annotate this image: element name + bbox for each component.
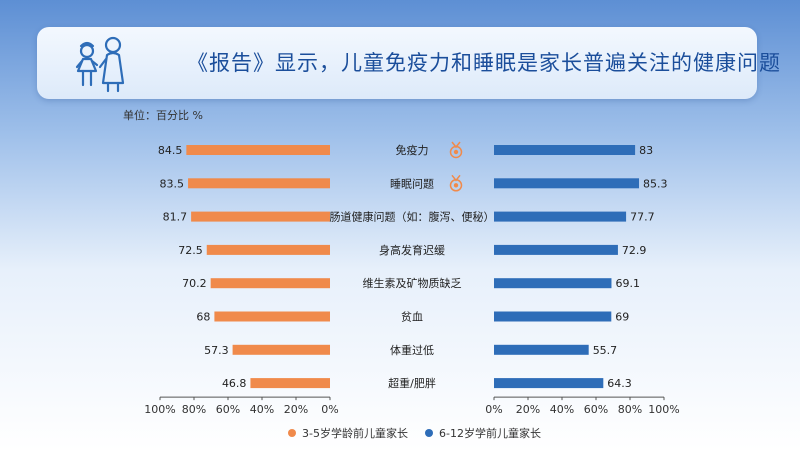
category-label: 超重/肥胖	[388, 376, 436, 390]
bar-right	[494, 145, 636, 155]
data-label-right: 77.7	[630, 211, 655, 224]
data-label-left: 68	[196, 311, 210, 324]
bar-left	[191, 211, 330, 222]
category-label: 肠道健康问题（如：腹泻、便秘）	[330, 210, 495, 224]
medal-icon	[449, 145, 463, 159]
data-label-left: 57.3	[204, 344, 229, 357]
data-label-right: 64.3	[607, 377, 632, 390]
bar-left	[186, 145, 330, 155]
bar-left	[232, 344, 330, 355]
bar-left	[210, 278, 330, 289]
data-label-right: 55.7	[593, 344, 618, 357]
medal-icon	[453, 183, 459, 188]
bar-right	[494, 378, 604, 389]
data-label-right: 83	[639, 144, 653, 157]
chart-legend: 3-5岁学龄前儿童家长 6-12岁学前儿童家长	[0, 425, 800, 443]
data-label-left: 46.8	[222, 377, 247, 390]
bar-left	[206, 244, 330, 255]
parent-child-icon	[75, 36, 125, 93]
data-label-left: 70.2	[182, 277, 207, 290]
left-axis-tick-label: 40%	[250, 403, 274, 416]
right-axis-tick-label: 100%	[648, 403, 679, 416]
right-axis-tick-label: 80%	[618, 403, 642, 416]
category-label: 维生素及矿物质缺乏	[363, 276, 462, 290]
category-label: 免疫力	[396, 143, 429, 157]
legend-swatch-left	[288, 429, 296, 437]
right-axis-tick-label: 60%	[584, 403, 608, 416]
title-banner: 《报告》显示，儿童免疫力和睡眠是家长普遍关注的健康问题	[37, 27, 781, 99]
data-label-left: 72.5	[178, 244, 203, 257]
category-label: 身高发育迟缓	[379, 243, 445, 257]
category-label: 贫血	[401, 310, 423, 324]
legend-label-right: 6-12岁学前儿童家长	[439, 427, 541, 440]
bar-right	[494, 211, 627, 222]
medal-icon	[453, 149, 459, 155]
bar-right	[494, 244, 618, 255]
right-axis-tick-label: 20%	[516, 403, 540, 416]
bar-right	[494, 311, 612, 322]
left-axis-tick-label: 100%	[144, 403, 175, 416]
right-axis-tick-label: 0%	[485, 403, 502, 416]
data-label-right: 85.3	[643, 177, 668, 190]
left-axis-tick-label: 80%	[182, 403, 206, 416]
left-axis-tick-label: 20%	[284, 403, 308, 416]
left-axis-tick-label: 60%	[216, 403, 240, 416]
page-title: 《报告》显示，儿童免疫力和睡眠是家长普遍关注的健康问题	[187, 51, 781, 75]
bar-right	[494, 278, 612, 289]
data-label-right: 69	[615, 311, 629, 324]
bar-left	[188, 178, 330, 189]
data-label-left: 83.5	[160, 177, 185, 190]
bar-left	[214, 311, 330, 322]
data-label-right: 69.1	[615, 277, 640, 290]
left-axis-tick-label: 0%	[321, 403, 338, 416]
bar-right	[494, 344, 589, 355]
bar-left	[250, 378, 330, 389]
bar-right	[494, 178, 640, 189]
legend-label-left: 3-5岁学龄前儿童家长	[302, 427, 408, 440]
data-label-left: 84.5	[158, 144, 183, 157]
legend-swatch-right	[425, 429, 433, 437]
category-label: 睡眠问题	[390, 177, 434, 190]
legend-item-left: 3-5岁学龄前儿童家长	[288, 425, 408, 441]
category-label: 体重过低	[390, 343, 434, 357]
legend-item-right: 6-12岁学前儿童家长	[425, 425, 541, 441]
right-axis-tick-label: 40%	[550, 403, 574, 416]
unit-label: 单位：百分比 %	[123, 109, 203, 122]
data-label-left: 81.7	[163, 211, 188, 224]
medal-icon	[449, 179, 463, 192]
data-label-right: 72.9	[622, 244, 647, 257]
